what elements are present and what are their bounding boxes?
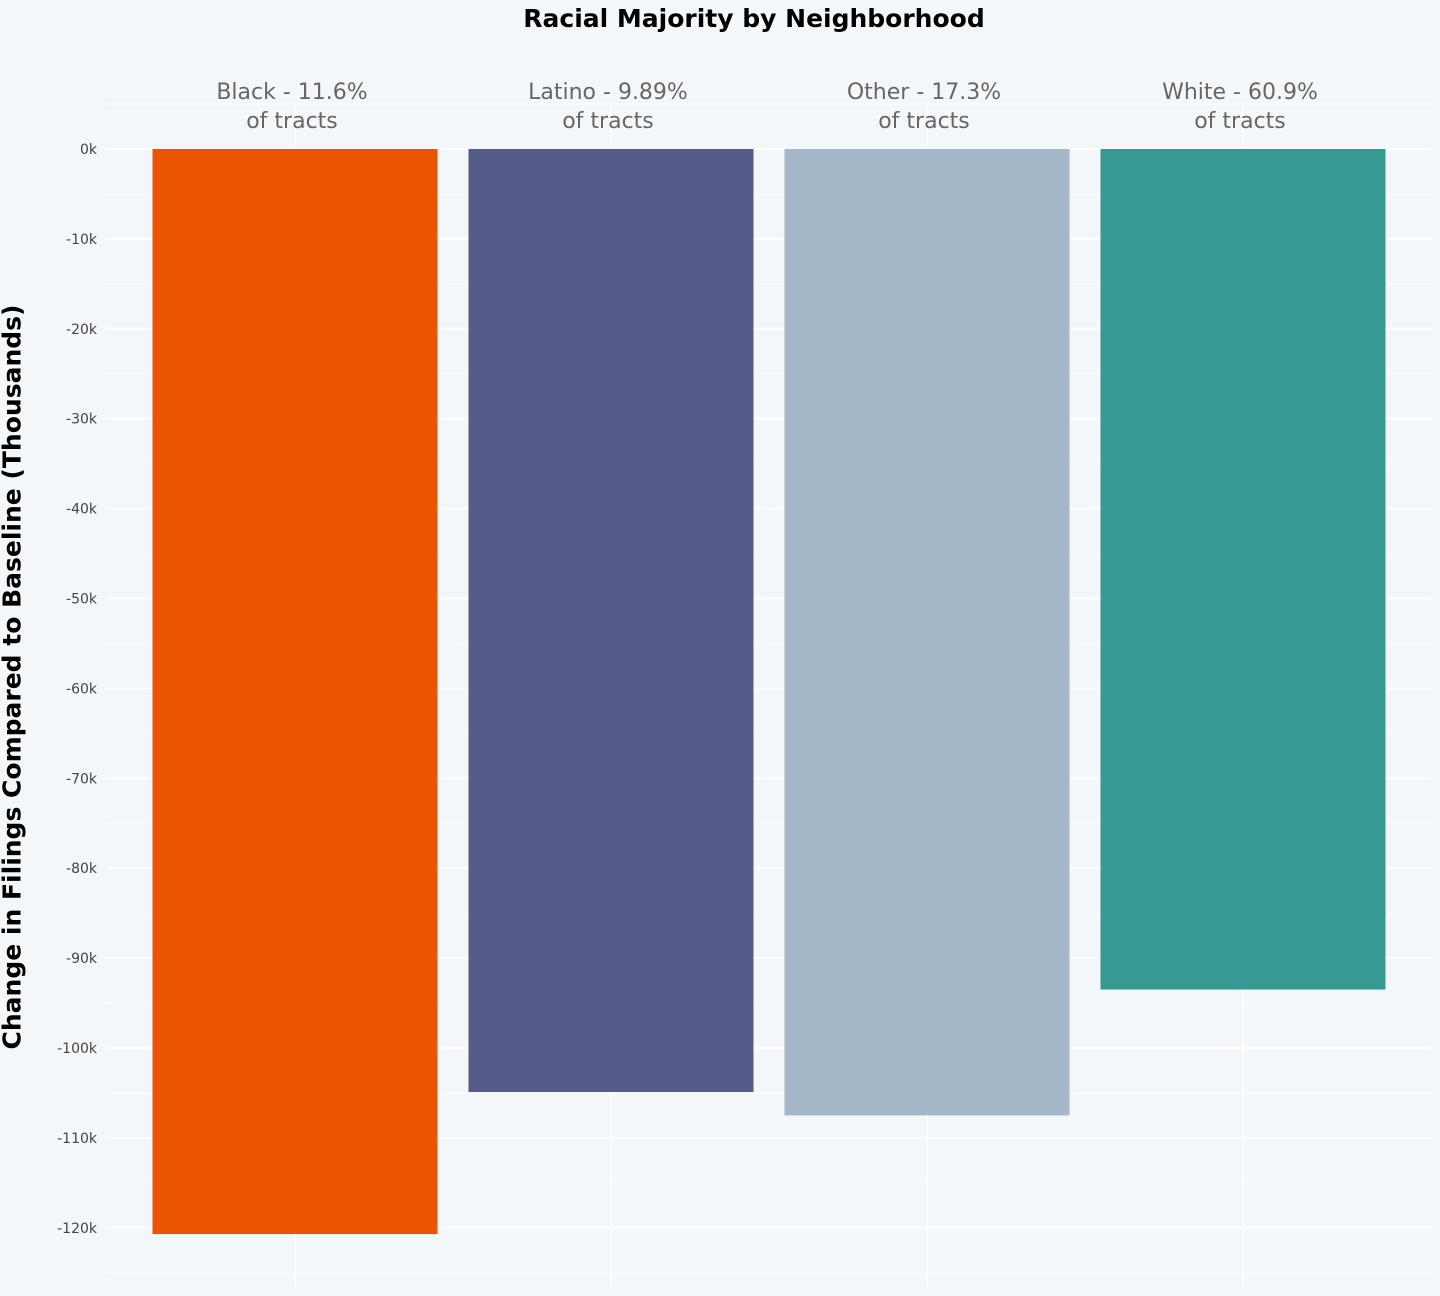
category-label: Black - 11.6% (216, 80, 367, 105)
category-label: White - 60.9% (1162, 80, 1318, 105)
bar-white (1100, 148, 1386, 990)
category-label: Latino - 9.89% (528, 80, 688, 105)
bar-other (784, 148, 1070, 1116)
y-tick-label: -80k (66, 861, 98, 877)
category-label: of tracts (562, 109, 654, 134)
y-tick-label: -100k (57, 1041, 98, 1057)
category-label: of tracts (1194, 109, 1286, 134)
y-tick-label: -110k (57, 1131, 98, 1147)
y-tick-label: -90k (66, 951, 98, 967)
y-tick-label: -50k (66, 591, 98, 607)
bar-black (152, 148, 438, 1235)
category-label: of tracts (246, 109, 338, 134)
y-tick-label: 0k (80, 142, 98, 158)
y-tick-label: -40k (66, 502, 98, 518)
category-label: Other - 17.3% (847, 80, 1001, 105)
chart-title: Racial Majority by Neighborhood (523, 4, 985, 33)
bar-latino (468, 148, 754, 1093)
y-tick-label: -120k (57, 1221, 98, 1237)
y-tick-label: -10k (66, 232, 98, 248)
y-tick-label: -20k (66, 322, 98, 338)
category-label: of tracts (878, 109, 970, 134)
y-tick-label: -30k (66, 412, 98, 428)
y-tick-label: -70k (66, 771, 98, 787)
y-tick-label: -60k (66, 681, 98, 697)
